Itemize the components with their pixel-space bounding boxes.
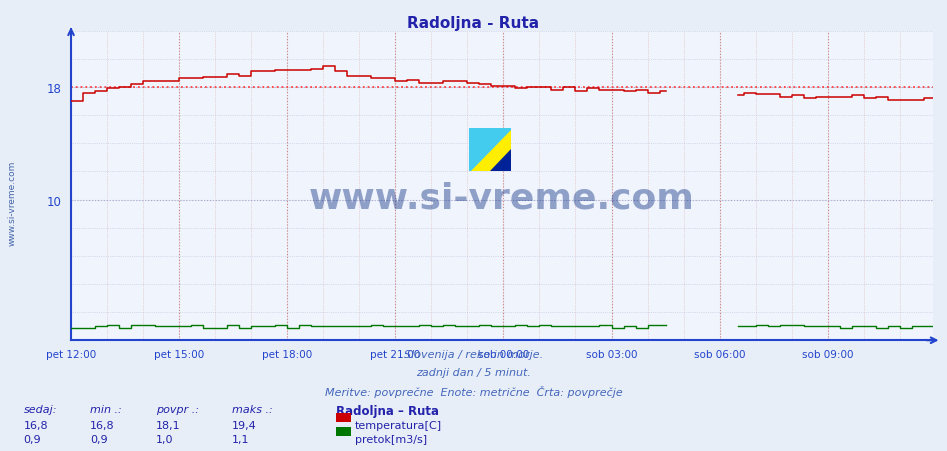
Text: min .:: min .: [90,405,122,414]
Text: Meritve: povprečne  Enote: metrične  Črta: povprečje: Meritve: povprečne Enote: metrične Črta:… [325,386,622,398]
Polygon shape [491,150,511,171]
Polygon shape [469,129,511,171]
Text: 16,8: 16,8 [24,420,48,430]
Text: 0,9: 0,9 [24,434,42,444]
Text: 19,4: 19,4 [232,420,257,430]
Polygon shape [469,129,511,171]
Text: 16,8: 16,8 [90,420,115,430]
Text: 0,9: 0,9 [90,434,108,444]
Text: 1,0: 1,0 [156,434,173,444]
Text: 18,1: 18,1 [156,420,181,430]
Text: Radoljna - Ruta: Radoljna - Ruta [407,16,540,31]
Text: 1,1: 1,1 [232,434,249,444]
Text: zadnji dan / 5 minut.: zadnji dan / 5 minut. [416,368,531,377]
Text: pretok[m3/s]: pretok[m3/s] [355,434,427,444]
Text: sedaj:: sedaj: [24,405,57,414]
Text: Radoljna – Ruta: Radoljna – Ruta [336,405,439,418]
Text: www.si-vreme.com: www.si-vreme.com [8,161,17,245]
Text: maks .:: maks .: [232,405,273,414]
Text: www.si-vreme.com: www.si-vreme.com [309,181,695,216]
Text: temperatura[C]: temperatura[C] [355,420,442,430]
Text: povpr .:: povpr .: [156,405,199,414]
Text: Slovenija / reke in morje.: Slovenija / reke in morje. [404,350,543,359]
